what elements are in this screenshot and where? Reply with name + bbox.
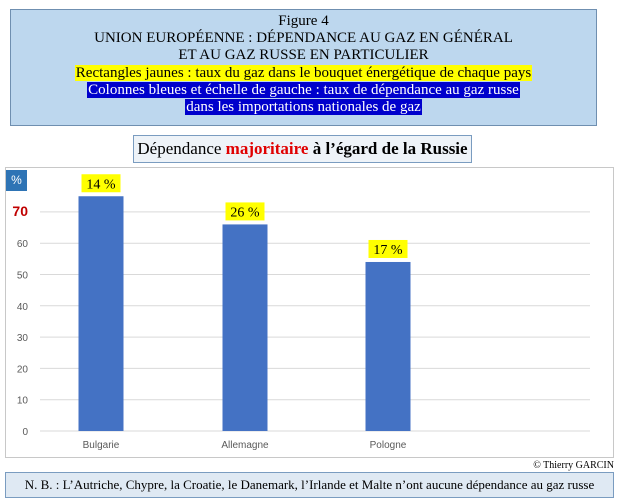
legend-blue-columns-line1: Colonnes bleues et échelle de gauche : t… bbox=[87, 82, 520, 98]
chart-subtitle: Dépendance majoritaire à l’égard de la R… bbox=[133, 135, 472, 163]
figure-number: Figure 4 bbox=[278, 13, 329, 29]
chart-frame bbox=[5, 167, 614, 458]
copyright: © Thierry GARCIN bbox=[533, 460, 614, 471]
unit-badge: % bbox=[6, 170, 27, 191]
figure-title-line1: UNION EUROPÉENNE : DÉPENDANCE AU GAZ EN … bbox=[94, 30, 513, 46]
legend-blue-columns-line2: dans les importations nationales de gaz bbox=[185, 99, 422, 115]
footnote: N. B. : L’Autriche, Chypre, la Croatie, … bbox=[5, 472, 614, 498]
legend-yellow-rectangles: Rectangles jaunes : taux du gaz dans le … bbox=[74, 65, 533, 81]
figure-header: Figure 4 UNION EUROPÉENNE : DÉPENDANCE A… bbox=[10, 9, 597, 126]
subtitle-suffix: à l’égard de la Russie bbox=[308, 139, 468, 158]
subtitle-emphasis: majoritaire bbox=[225, 139, 309, 158]
figure-title-line2: ET AU GAZ RUSSE EN PARTICULIER bbox=[178, 47, 429, 63]
subtitle-prefix: Dépendance bbox=[137, 139, 226, 158]
